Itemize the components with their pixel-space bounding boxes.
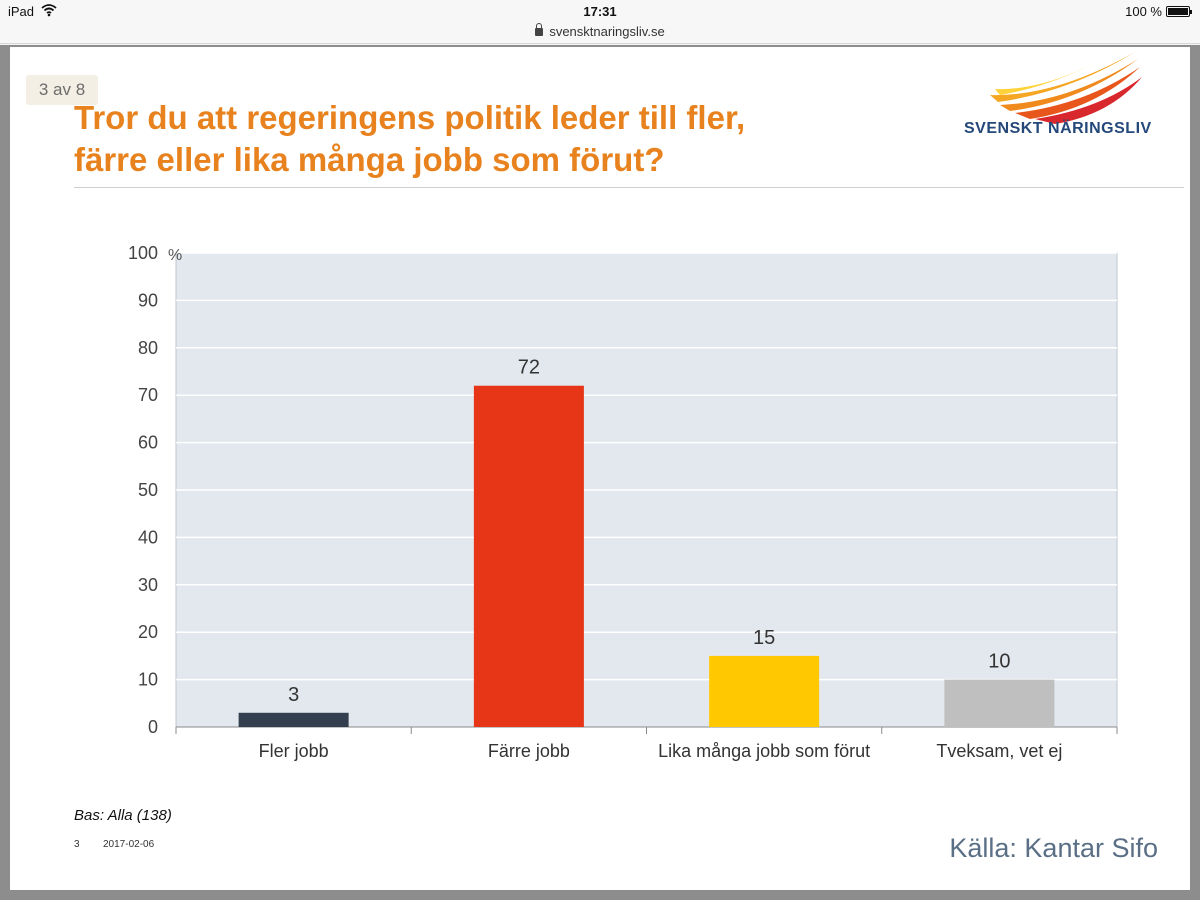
title-line-1: Tror du att regeringens politik leder ti… — [74, 99, 746, 136]
lock-icon — [535, 23, 544, 36]
url-text[interactable]: svensktnaringsliv.se — [549, 24, 665, 39]
y-tick-label: 70 — [138, 385, 158, 405]
bar-value-label: 72 — [518, 357, 540, 379]
footer-date: 2017-02-06 — [103, 839, 155, 850]
slide-title: Tror du att regeringens politik leder ti… — [74, 97, 934, 181]
title-divider — [74, 187, 1184, 188]
battery-icon — [1166, 6, 1192, 17]
title-line-2: färre eller lika många jobb som förut? — [74, 141, 665, 178]
source-note: Källa: Kantar Sifo — [949, 833, 1158, 863]
slide-viewer: Tror du att regeringens politik leder ti… — [0, 45, 1200, 900]
bar-value-label: 15 — [753, 627, 775, 649]
slide: Tror du att regeringens politik leder ti… — [10, 47, 1190, 890]
bar-chart: 0 10 20 30 40 50 60 70 80 90 100 3 72 15 10 Fler jobb… — [128, 243, 1118, 761]
base-note: Bas: Alla (138) — [74, 807, 172, 824]
wifi-icon — [41, 3, 57, 20]
y-tick-label: 90 — [138, 290, 158, 310]
page-indicator: 3 av 8 — [26, 75, 98, 105]
bar-value-label: 3 — [288, 684, 299, 706]
footer-page-number: 3 — [74, 839, 80, 850]
y-tick-label: 80 — [138, 338, 158, 358]
battery-percent: 100 % — [1125, 4, 1162, 19]
y-tick-label: 40 — [138, 527, 158, 547]
y-tick-label: 0 — [148, 717, 158, 737]
y-tick-label: 10 — [138, 670, 158, 690]
bar — [709, 655, 820, 727]
y-tick-label: 30 — [138, 575, 158, 595]
y-tick-label: 60 — [138, 433, 158, 453]
bar — [473, 385, 584, 727]
y-axis-unit: % — [168, 247, 182, 264]
category-label: Tveksam, vet ej — [936, 741, 1062, 761]
bar — [944, 679, 1055, 727]
category-label: Fler jobb — [259, 741, 329, 761]
device-name: iPad — [8, 4, 35, 19]
bar-value-label: 10 — [988, 651, 1010, 673]
category-label: Lika många jobb som förut — [658, 741, 870, 761]
y-tick-label: 50 — [138, 480, 158, 500]
clock: 17:31 — [583, 4, 617, 19]
bar — [238, 712, 349, 727]
status-bar: iPad 17:31 100 % — [0, 0, 1200, 24]
category-label: Färre jobb — [488, 741, 570, 761]
y-tick-label: 20 — [138, 622, 158, 642]
y-tick-label: 100 — [128, 243, 158, 263]
logo-text: SVENSKT NÄRINGSLIV — [964, 120, 1152, 137]
svenskt-naringsliv-logo-icon — [990, 49, 1142, 124]
address-bar[interactable]: svensktnaringsliv.se — [0, 23, 1200, 44]
